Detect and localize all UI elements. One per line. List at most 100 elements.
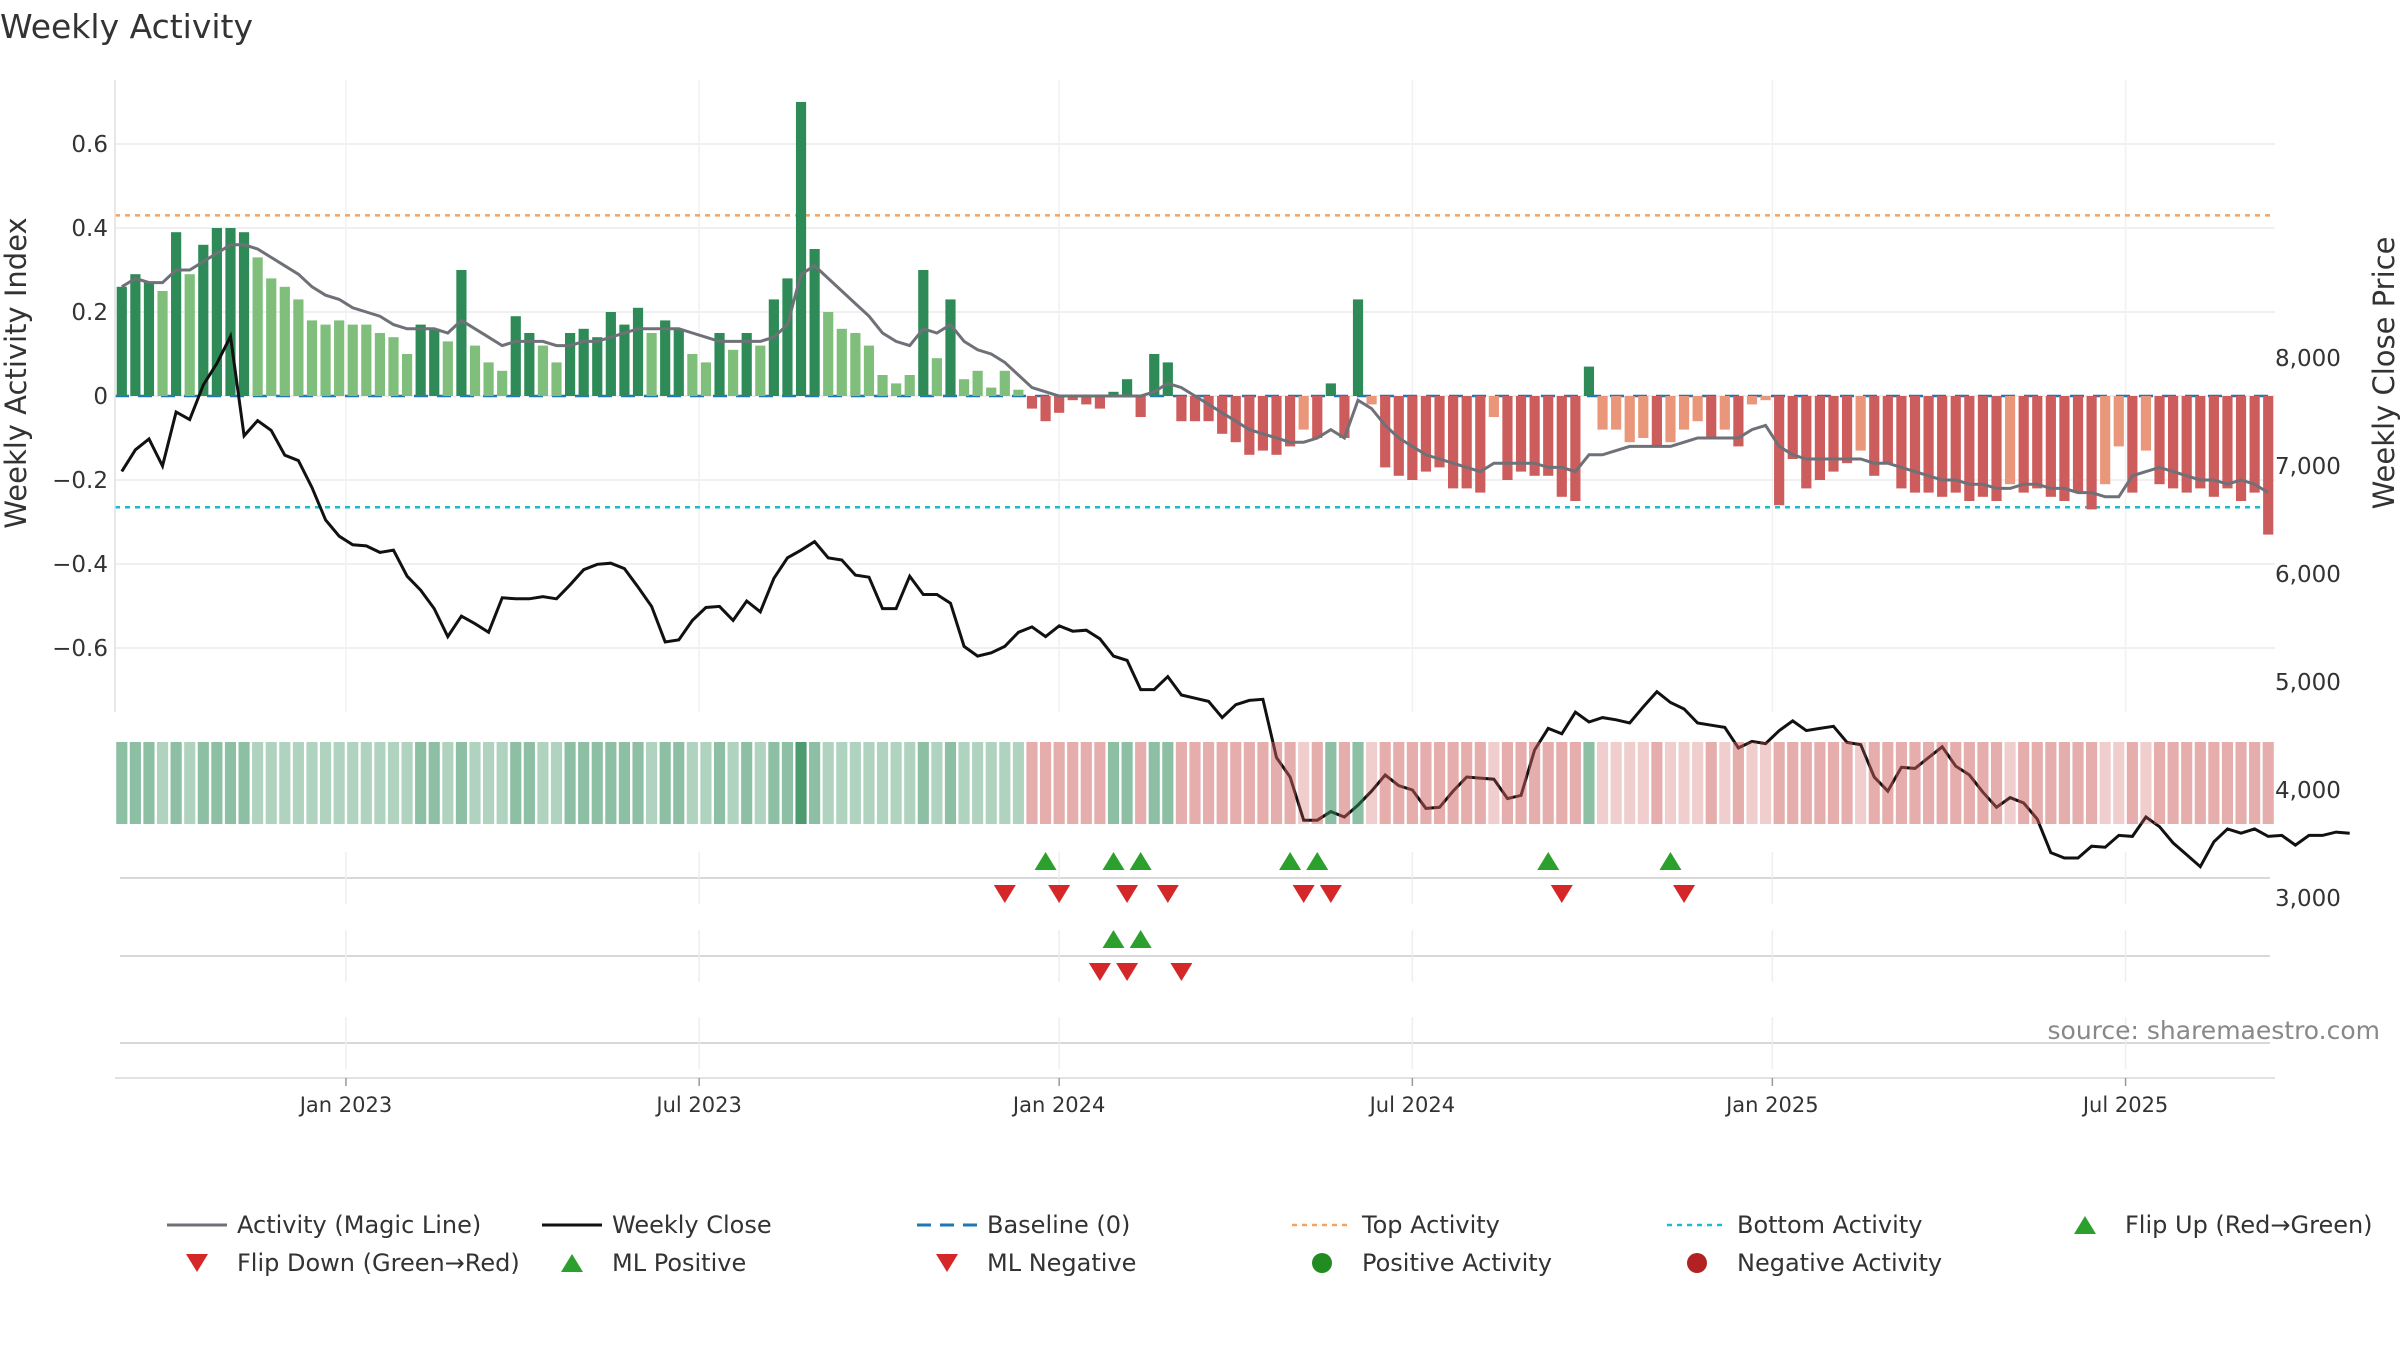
heat-strip-cell xyxy=(129,742,141,824)
heat-strip-cell xyxy=(2045,742,2057,824)
activity-bar xyxy=(116,286,127,396)
activity-bar xyxy=(1298,396,1309,430)
activity-bar xyxy=(700,362,712,396)
heat-strip-cell xyxy=(605,742,617,824)
y-tick-left: 0.4 xyxy=(71,216,108,242)
heat-strip-cell xyxy=(1406,742,1418,824)
activity-bar xyxy=(877,375,888,396)
legend-label: Positive Activity xyxy=(1362,1249,1552,1277)
activity-bar xyxy=(823,312,834,396)
activity-bar xyxy=(483,362,494,396)
heat-strip-cell xyxy=(1787,742,1799,824)
activity-bar xyxy=(2100,396,2111,485)
activity-bar xyxy=(1665,396,1676,443)
activity-bar xyxy=(1515,396,1527,472)
activity-bar xyxy=(660,320,671,396)
heat-strip-cell xyxy=(849,742,861,824)
heat-strip-cell xyxy=(483,742,495,824)
heat-strip-cell xyxy=(238,742,250,824)
activity-bar xyxy=(2113,396,2124,447)
heat-strip-cell xyxy=(1814,742,1826,824)
heat-strip-cell xyxy=(333,742,345,824)
activity-bar xyxy=(1285,396,1296,447)
activity-bar xyxy=(1801,396,1812,489)
heat-strip-cell xyxy=(1080,742,1092,824)
ml-flip-down-marker xyxy=(1292,885,1315,903)
x-tick-label: Jul 2025 xyxy=(2081,1093,2168,1117)
heat-strip-cell xyxy=(2221,742,2234,824)
heat-strip-cell xyxy=(1664,742,1677,824)
legend-item-top: Top Activity xyxy=(1292,1211,1500,1239)
legend-label: Activity (Magic Line) xyxy=(237,1211,481,1239)
activity-bar xyxy=(1162,362,1173,396)
heat-strip-cell xyxy=(1637,742,1649,824)
heat-strip-cell xyxy=(415,742,427,824)
activity-bar xyxy=(1135,396,1146,417)
activity-bar xyxy=(1896,396,1907,489)
heat-strip-cell xyxy=(1420,742,1432,824)
heat-strip-cell xyxy=(1882,742,1894,824)
heat-strip-cell xyxy=(768,742,780,824)
activity-bar xyxy=(1583,366,1595,396)
legend: Activity (Magic Line) Weekly Close Baselin… xyxy=(167,1211,2373,1277)
ml-flip-up-marker xyxy=(1034,852,1057,870)
heat-strip-cell xyxy=(1868,742,1880,824)
activity-bar xyxy=(266,278,277,396)
activity-bar xyxy=(1597,396,1608,430)
activity-bar xyxy=(252,257,263,396)
heat-strip-cell xyxy=(591,742,603,824)
heat-strip-cell xyxy=(659,742,671,824)
activity-bar xyxy=(1719,396,1730,430)
heat-strip-cell xyxy=(510,742,522,824)
legend-swatch xyxy=(1687,1253,1707,1273)
activity-bar xyxy=(2181,396,2192,493)
ml-flip-down-marker xyxy=(1156,885,1179,903)
y-tick-right: 6,000 xyxy=(2275,562,2341,588)
heat-strip-cell xyxy=(2181,742,2193,824)
activity-bar xyxy=(1108,391,1119,396)
heat-strip-cell xyxy=(184,742,196,824)
heat-strip-cell xyxy=(1855,742,1867,824)
heat-strip-cell xyxy=(564,742,576,824)
heat-strip-cell xyxy=(156,742,169,824)
activity-bar xyxy=(619,324,630,396)
activity-bar xyxy=(1434,396,1445,468)
y-tick-right: 8,000 xyxy=(2275,346,2341,372)
heat-strip-cell xyxy=(2153,742,2166,824)
legend-item-magic: Activity (Magic Line) xyxy=(167,1211,481,1239)
legend-label: Flip Down (Green→Red) xyxy=(237,1249,520,1277)
heat-strip-cell xyxy=(143,742,155,824)
x-tick-label: Jan 2024 xyxy=(1011,1093,1106,1117)
activity-bar xyxy=(945,299,956,396)
legend-item-posact: Positive Activity xyxy=(1312,1249,1552,1277)
activity-bar xyxy=(1787,396,1798,459)
heat-strip-cell xyxy=(428,742,440,824)
legend-item-flipdown: Flip Down (Green→Red) xyxy=(186,1249,520,1277)
activity-bar xyxy=(768,299,779,396)
activity-bar xyxy=(2168,396,2179,489)
ml-flip-up-marker xyxy=(1537,852,1560,870)
source-note: source: sharemaestro.com xyxy=(2048,1016,2381,1045)
activity-bar xyxy=(2018,396,2029,493)
heat-strip-cell xyxy=(1379,742,1391,824)
legend-label: ML Negative xyxy=(987,1249,1136,1277)
heat-strip-cell xyxy=(1121,742,1133,824)
legend-label: Weekly Close xyxy=(612,1211,772,1239)
heat-strip-cell xyxy=(1433,742,1446,824)
heat-strip-cell xyxy=(673,742,685,824)
activity-bar xyxy=(1271,396,1282,455)
activity-bar xyxy=(1393,396,1404,476)
activity-bar xyxy=(1950,396,1961,493)
legend-swatch xyxy=(2074,1216,2096,1234)
activity-bar xyxy=(673,328,684,396)
activity-bar xyxy=(157,291,168,396)
heat-strip-cell xyxy=(618,742,631,824)
heat-strip-cell xyxy=(1895,742,1907,824)
activity-bar xyxy=(1760,396,1771,401)
activity-bar xyxy=(1529,396,1540,476)
heat-strip-cell xyxy=(2262,742,2274,824)
x-tick-label: Jul 2023 xyxy=(654,1093,741,1117)
heat-strip-cell xyxy=(1012,742,1024,824)
heat-strip-cell xyxy=(754,742,766,824)
heat-strip-cell xyxy=(2167,742,2179,824)
